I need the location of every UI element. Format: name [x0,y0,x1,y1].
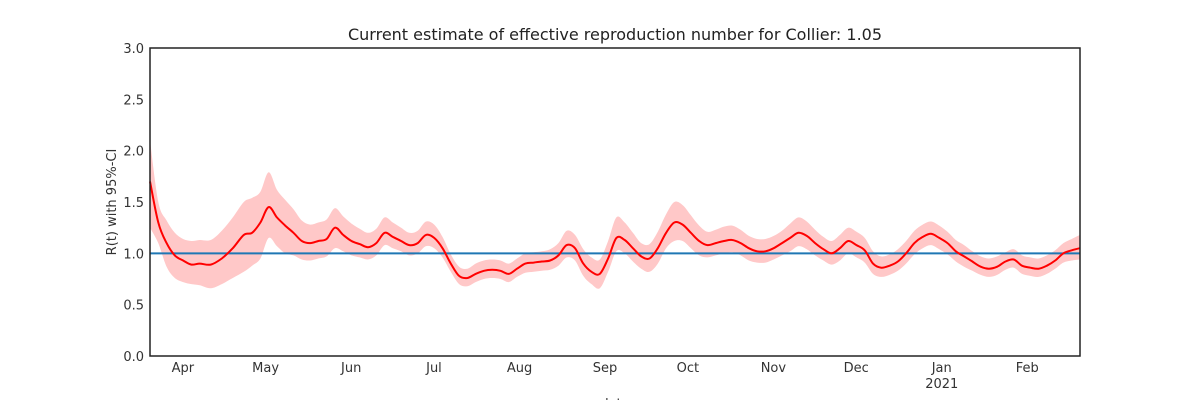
y-tick-label: 2.0 [123,145,144,160]
x-tick-label: Aug [507,361,532,376]
confidence-band [150,140,1080,289]
x-tick-label: Jul [425,361,442,376]
x-tick-label: Oct [677,361,699,376]
x-tick-label: Jan [931,361,952,376]
x-tick-label: Nov [761,361,787,376]
plot-area [149,47,1081,357]
y-tick-label: 2.5 [123,93,144,108]
x-tick-sublabel: 2021 [925,377,958,392]
y-tick-label: 0.5 [123,299,144,314]
y-tick-label: 3.0 [123,42,144,57]
rt-line [149,181,1081,280]
y-tick-label: 1.0 [123,247,144,262]
x-tick-label: Sep [593,361,618,376]
plot-frame [149,47,1081,357]
x-tick-label: Feb [1016,361,1039,376]
x-tick-label: Dec [844,361,869,376]
x-axis-label: date [600,397,629,400]
y-axis: 0.0 0.5 1.0 1.5 2.0 2.5 3.0 [123,42,144,365]
x-tick-label: Jun [340,361,361,376]
chart-title: Current estimate of effective reproducti… [348,25,882,44]
y-axis-label: R(t) with 95%-CI [105,149,120,256]
y-tick-label: 1.5 [123,196,144,211]
x-tick-label: May [252,361,279,376]
x-tick-label: Apr [172,361,195,376]
y-tick-label: 0.0 [123,350,144,365]
